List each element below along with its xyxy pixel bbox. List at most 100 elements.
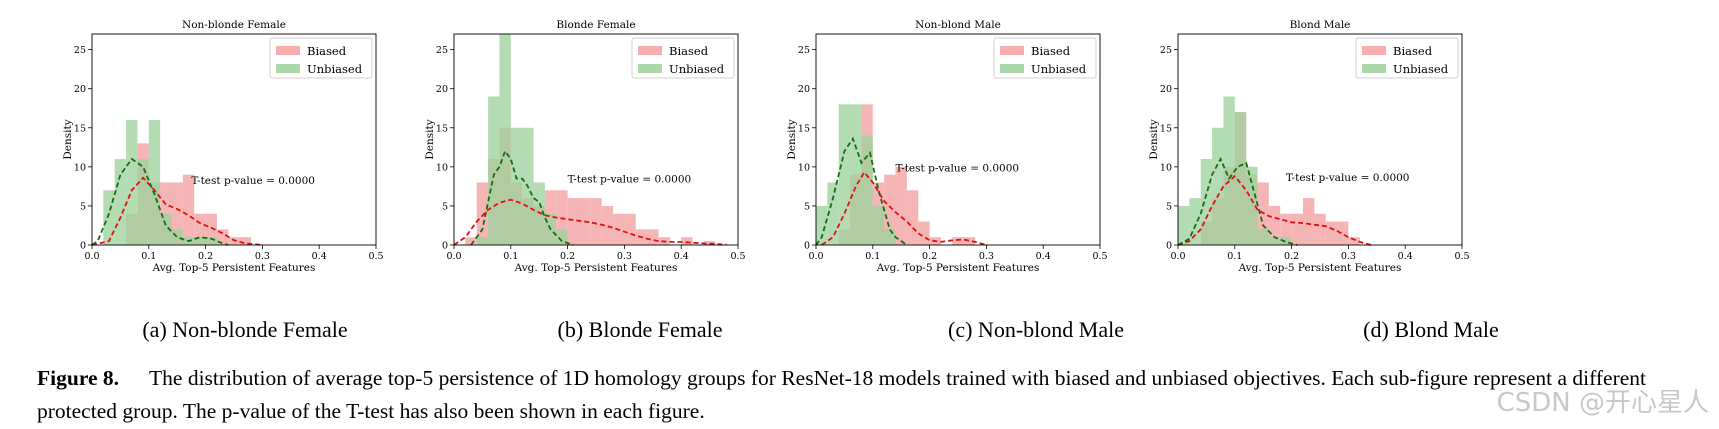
histogram-bar <box>601 205 614 245</box>
legend-label-biased: Biased <box>669 44 709 58</box>
histogram-bar <box>205 213 217 245</box>
y-tick-label: 5 <box>80 201 86 212</box>
histogram-bar <box>160 213 172 245</box>
y-tick-label: 5 <box>442 201 448 212</box>
y-tick-label: 15 <box>436 123 448 134</box>
histogram-bar <box>114 159 127 245</box>
y-tick-label: 20 <box>74 84 86 95</box>
chart-title: Blond Male <box>1290 19 1351 31</box>
histogram-bar <box>918 221 930 245</box>
histogram-bar <box>838 104 851 245</box>
histogram-bar <box>1200 159 1213 245</box>
chart-1: 0.0 0.1 0.2 0.3 0.4 0.5 0 5 10 15 20 25 Non-blonde F… <box>62 19 384 274</box>
x-tick-label: 0.1 <box>503 251 518 262</box>
histogram-bar <box>624 213 636 245</box>
histogram-bar <box>1212 127 1224 245</box>
kde-line-biased <box>91 176 263 246</box>
x-tick-label: 0.0 <box>1170 251 1185 262</box>
histogram-bar <box>239 237 252 245</box>
y-tick-label: 10 <box>798 162 810 173</box>
legend: Biased Unbiased <box>631 37 735 79</box>
histogram-bar <box>488 96 500 245</box>
histogram-bar <box>590 198 602 245</box>
legend-label-biased: Biased <box>307 44 347 58</box>
kde-line-biased <box>821 170 987 246</box>
y-tick-label: 5 <box>1166 201 1172 212</box>
x-tick-label: 0.3 <box>255 251 270 262</box>
figure-number: Figure 8. <box>37 366 120 390</box>
histogram-bar <box>952 237 964 245</box>
histogram-bar <box>126 119 138 245</box>
histogram-bar <box>647 229 659 245</box>
x-tick-label: 0.1 <box>865 251 880 262</box>
y-tick-label: 20 <box>798 84 810 95</box>
histogram-bar <box>182 174 195 245</box>
histogram-bar <box>510 127 523 245</box>
subfigure-label-c: (c) Non-blond Male <box>948 317 1124 342</box>
y-tick-label: 25 <box>74 45 86 56</box>
ttest-annotation: T-test p-value = 0.0000 <box>896 163 1020 175</box>
chart-4: 0.0 0.1 0.2 0.3 0.4 0.5 0 5 10 15 20 25 Blond Male Av… <box>1148 19 1470 274</box>
x-tick-label: 0.4 <box>1398 251 1413 262</box>
kde-line-unbiased <box>470 149 574 246</box>
kde-line-biased <box>453 198 727 246</box>
histogram-bar <box>1234 112 1247 245</box>
y-tick-label: 20 <box>1160 84 1172 95</box>
histogram-bar <box>476 182 489 245</box>
x-tick-label: 0.3 <box>1341 251 1356 262</box>
legend-swatch-biased <box>276 46 300 55</box>
x-tick-label: 0.5 <box>1092 251 1107 262</box>
legend-label-biased: Biased <box>1393 44 1433 58</box>
ttest-annotation: T-test p-value = 0.0000 <box>1286 172 1410 184</box>
histogram-bar <box>171 182 183 245</box>
histogram-bar <box>103 190 115 245</box>
histogram-bar <box>476 237 489 245</box>
histogram-bar <box>906 190 919 245</box>
caption-text: The distribution of average top-5 persis… <box>37 366 1647 423</box>
legend: Biased Unbiased <box>269 37 373 79</box>
x-axis-label: Avg. Top-5 Persistent Features <box>876 262 1040 274</box>
y-tick-label: 0 <box>442 241 448 252</box>
histogram-bar <box>1302 198 1315 245</box>
kde-line-unbiased <box>815 136 908 246</box>
legend-swatch-unbiased <box>638 64 662 73</box>
legend-swatch-unbiased <box>1000 64 1024 73</box>
histogram-bar <box>499 34 511 245</box>
histogram-bar <box>1325 221 1338 245</box>
y-axis-label: Density <box>1148 119 1160 159</box>
histogram-bar <box>171 229 183 245</box>
histogram-bar <box>850 104 862 245</box>
histogram-bar <box>1348 237 1360 245</box>
legend-swatch-biased <box>1362 46 1386 55</box>
x-tick-label: 0.3 <box>617 251 632 262</box>
kde-line-biased <box>1177 174 1372 246</box>
histogram-bar <box>816 205 828 245</box>
y-tick-label: 10 <box>74 162 86 173</box>
x-tick-label: 0.5 <box>368 251 383 262</box>
x-tick-label: 0.4 <box>674 251 689 262</box>
x-tick-label: 0.1 <box>1227 251 1242 262</box>
histogram-bar <box>137 159 149 245</box>
y-axis-label: Density <box>786 119 798 159</box>
x-tick-label: 0.0 <box>84 251 99 262</box>
histogram-bar <box>1189 198 1201 245</box>
chart-3: 0.0 0.1 0.2 0.3 0.4 0.5 0 5 10 15 20 25 Non-blond Ma… <box>786 19 1108 274</box>
chart-title: Non-blonde Female <box>182 19 286 31</box>
figure-caption: Figure 8. The distribution of average top… <box>37 362 1687 428</box>
histogram-bar <box>556 229 568 245</box>
kde-line-unbiased <box>91 157 229 246</box>
x-tick-label: 0.2 <box>198 251 213 262</box>
axes-frame <box>815 33 1101 246</box>
subfigure-label-a: (a) Non-blonde Female <box>142 317 348 342</box>
histogram-bar <box>827 182 839 245</box>
histogram-unbiased <box>1178 96 1292 245</box>
y-tick-label: 15 <box>798 123 810 134</box>
legend-label-unbiased: Unbiased <box>669 62 725 76</box>
watermark: CSDN @开心星人 <box>1496 388 1709 418</box>
histogram-bar <box>963 237 976 245</box>
y-tick-label: 10 <box>436 162 448 173</box>
ttest-annotation: T-test p-value = 0.0000 <box>568 173 692 185</box>
x-tick-label: 0.5 <box>1454 251 1469 262</box>
y-tick-label: 25 <box>1160 45 1172 56</box>
